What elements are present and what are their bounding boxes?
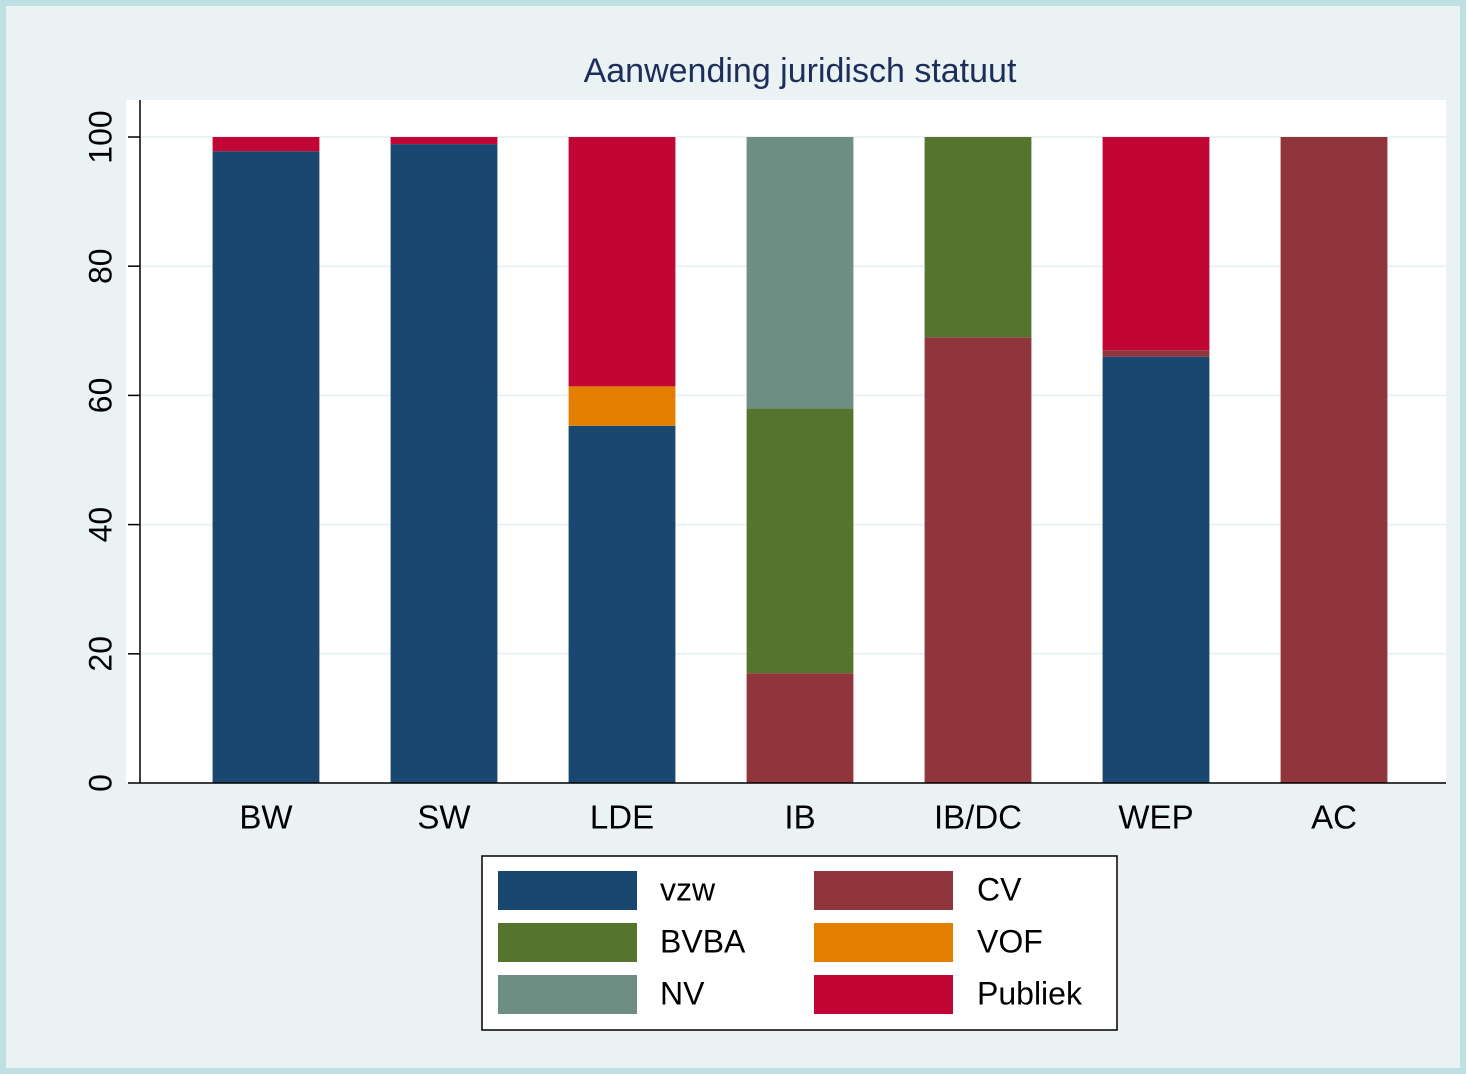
x-tick-label: AC [1311,799,1357,836]
y-tick-label: 20 [82,636,118,672]
legend-label: CV [977,871,1022,907]
bar-segment [746,408,854,674]
y-tick-label: 40 [82,507,118,543]
bar-segment [212,151,320,783]
legend-key [814,871,953,910]
legend-label: NV [660,975,705,1011]
bar-segment [390,137,498,145]
bar-segment [568,425,676,783]
x-tick-label: WEP [1118,799,1193,836]
y-tick-label: 100 [82,110,118,163]
y-tick-label: 60 [82,378,118,414]
legend-label: vzw [660,871,716,907]
legend-key [814,975,953,1014]
legend-key [814,923,953,962]
x-tick-label: BW [239,799,293,836]
bar-segment [924,337,1032,783]
bar-segment [390,144,498,783]
x-tick-label: SW [417,799,471,836]
legend-label: Publiek [977,975,1083,1011]
bar-segment [746,137,854,409]
bar-segment [746,673,854,783]
x-tick-label: IB [784,799,815,836]
x-tick-label: LDE [590,799,654,836]
bar-segment [568,137,676,387]
y-tick-label: 0 [82,774,118,792]
legend-key [498,923,637,962]
bar-segment [568,386,676,426]
legend-key [498,871,637,910]
legend-label: VOF [977,923,1043,959]
bar-segment [1280,137,1388,783]
bar-segment [1102,137,1210,351]
chart-title: Aanwending juridisch statuut [584,52,1017,90]
bar-segment [924,137,1032,338]
legend-key [498,975,637,1014]
x-tick-label: IB/DC [934,799,1022,836]
y-tick-label: 80 [82,248,118,284]
bar-segment [1102,356,1210,783]
bar-segment [212,137,320,152]
bar-segment [1102,350,1210,357]
legend-label: BVBA [660,923,746,959]
